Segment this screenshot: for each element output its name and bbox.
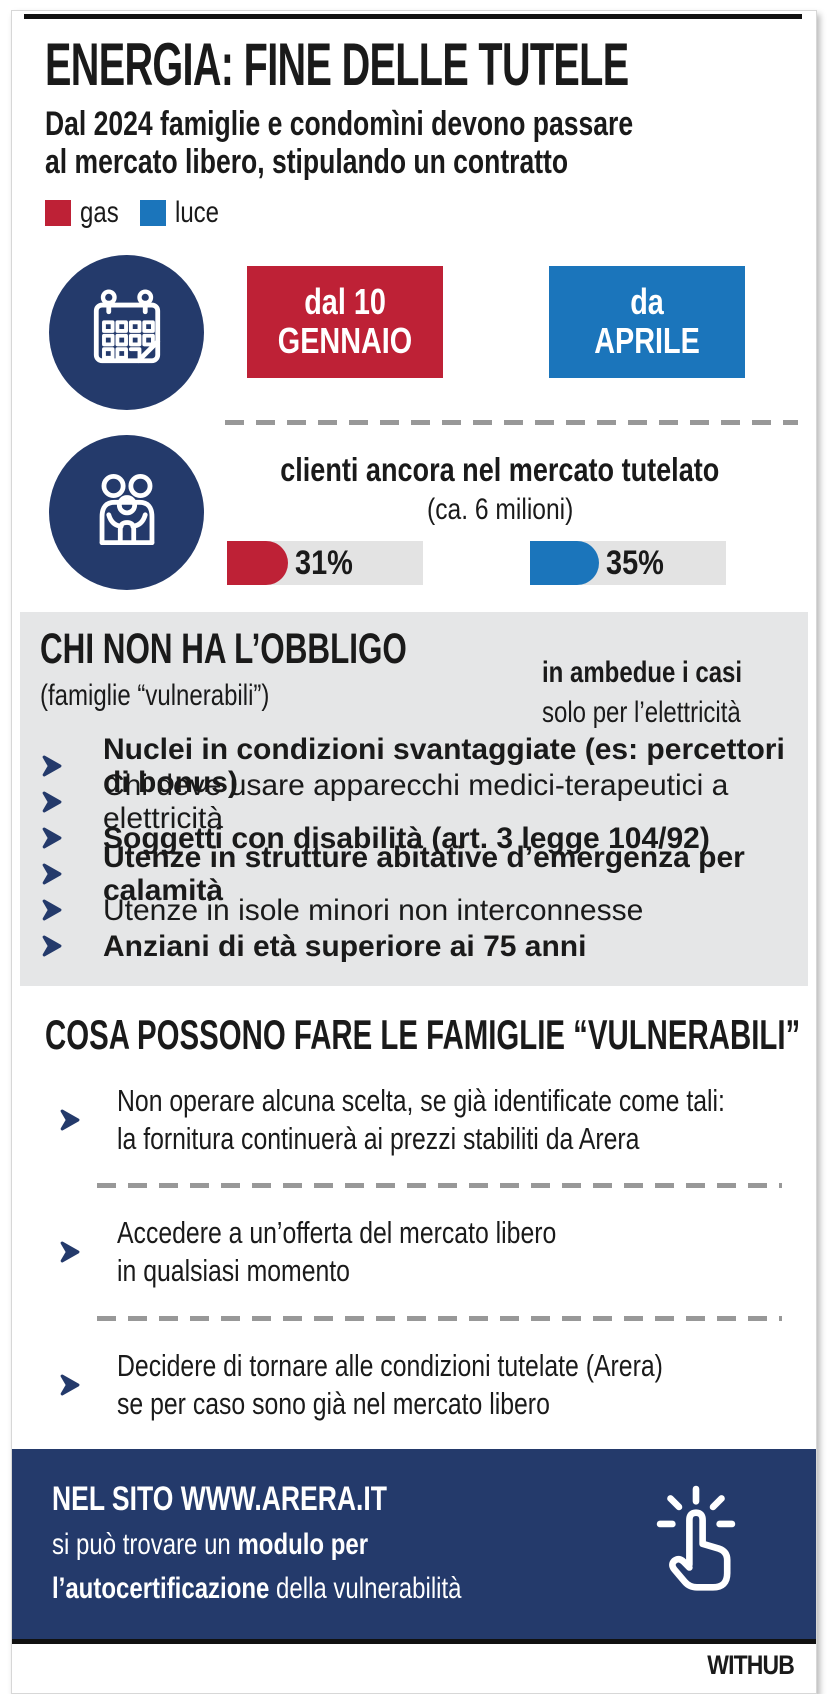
list-item: Utenze in strutture abitative d’emergenz… — [40, 841, 788, 907]
gas-date-line1: dal 10 — [304, 280, 386, 322]
family-circle — [49, 434, 204, 590]
top-rule — [24, 14, 802, 19]
arrow-bullet-icon — [42, 755, 62, 777]
both-cases-note: in ambedue i casi solo per l’elettricità — [542, 655, 743, 729]
legend-label-luce: luce — [175, 195, 220, 229]
list-item: Anziani di età superiore ai 75 anni — [40, 930, 788, 963]
arera-footer: NEL SITO WWW.ARERA.IT si può trovare un … — [12, 1448, 816, 1639]
calendar-circle — [49, 254, 204, 410]
arrow-bullet-icon — [42, 791, 62, 813]
luce-swatch — [140, 199, 167, 226]
list-item: Soggetti con disabilità (art. 3 legge 10… — [40, 822, 788, 855]
no-obligation-subtitle: (famiglie “vulnerabili”) — [40, 678, 270, 712]
clients-info: clienti ancora nel mercato tutelato (ca.… — [204, 435, 796, 585]
actions-title: COSA POSSONO FARE LE FAMIGLIE “VULNERABI… — [45, 1010, 801, 1058]
dashed-separator — [97, 1316, 782, 1322]
family-icon — [79, 462, 175, 563]
gas-date-box: dal 10 GENNAIO — [247, 265, 443, 378]
no-obligation-title: CHI NON HA L’OBBLIGO — [40, 624, 407, 673]
list-item: Nuclei in condizioni svantaggiate (es: p… — [40, 733, 788, 799]
arrow-bullet-icon — [60, 1374, 80, 1396]
tap-click-icon — [644, 1479, 748, 1608]
arrow-bullet-icon — [42, 863, 62, 885]
legend-label-gas: gas — [80, 195, 119, 229]
action-item: Decidere di tornare alle condizioni tute… — [45, 1347, 796, 1423]
legend-item-luce: luce — [140, 196, 230, 230]
gas-bar-value: 31% — [294, 543, 353, 582]
clients-title: clienti ancora nel mercato tutelato — [280, 450, 720, 488]
calendar-icon — [79, 282, 175, 383]
dashed-separator — [225, 419, 798, 425]
percentage-bars: 31% 35% — [204, 540, 796, 585]
arrow-bullet-icon — [60, 1109, 80, 1131]
arrow-bullet-icon — [42, 899, 62, 921]
footer-title: NEL SITO WWW.ARERA.IT — [52, 1480, 387, 1519]
footer-line2: si può trovare un modulo per — [52, 1528, 369, 1562]
withub-logo: WITHUB — [707, 1649, 795, 1680]
brand-row: WITHUB — [12, 1644, 816, 1693]
list-item: Utenze in isole minori non interconnesse — [40, 894, 788, 927]
actions-section: COSA POSSONO FARE LE FAMIGLIE “VULNERABI… — [12, 1010, 816, 1423]
luce-date-line2: APRILE — [594, 319, 700, 361]
luce-date-box: da APRILE — [549, 265, 745, 378]
action-item: Non operare alcuna scelta, se già identi… — [45, 1082, 796, 1158]
page-subtitle: Dal 2024 famiglie e condomìni devono pas… — [45, 105, 634, 182]
infographic-card: ENERGIA: FINE DELLE TUTELE Dal 2024 fami… — [11, 10, 817, 1694]
action-item: Accedere a un’offerta del mercato libero… — [45, 1214, 796, 1290]
timeline-section: dal 10 GENNAIO da APRILE — [12, 254, 816, 410]
arrow-bullet-icon — [60, 1241, 80, 1263]
luce-bar-fill — [530, 540, 599, 585]
page-title: ENERGIA: FINE DELLE TUTELE — [45, 31, 629, 98]
gas-date-line2: GENNAIO — [277, 319, 413, 361]
footer-text: NEL SITO WWW.ARERA.IT si può trovare un … — [52, 1480, 564, 1607]
legend-item-gas: gas — [45, 196, 128, 230]
no-obligation-list: Nuclei in condizioni svantaggiate (es: p… — [40, 733, 788, 963]
luce-bar-track: 35% — [530, 540, 726, 585]
no-obligation-panel: CHI NON HA L’OBBLIGO (famiglie “vulnerab… — [20, 611, 808, 986]
clients-subtitle: (ca. 6 milioni) — [426, 492, 574, 526]
list-item: Chi deve usare apparecchi medici-terapeu… — [40, 769, 788, 835]
gas-bar-track: 31% — [227, 540, 423, 585]
arrow-bullet-icon — [42, 827, 62, 849]
luce-date-line1: da — [630, 280, 664, 322]
luce-bar-value: 35% — [605, 543, 664, 582]
no-obligation-head: CHI NON HA L’OBBLIGO (famiglie “vulnerab… — [40, 624, 788, 730]
legend: gas luce — [45, 196, 794, 230]
clients-section: clienti ancora nel mercato tutelato (ca.… — [12, 434, 816, 590]
header: ENERGIA: FINE DELLE TUTELE Dal 2024 fami… — [12, 19, 816, 230]
gas-bar-fill — [227, 540, 288, 585]
footer-line3: l’autocertificazione della vulnerabilità — [52, 1572, 462, 1606]
arrow-bullet-icon — [42, 935, 62, 957]
gas-swatch — [45, 199, 71, 226]
dashed-separator — [97, 1183, 782, 1189]
